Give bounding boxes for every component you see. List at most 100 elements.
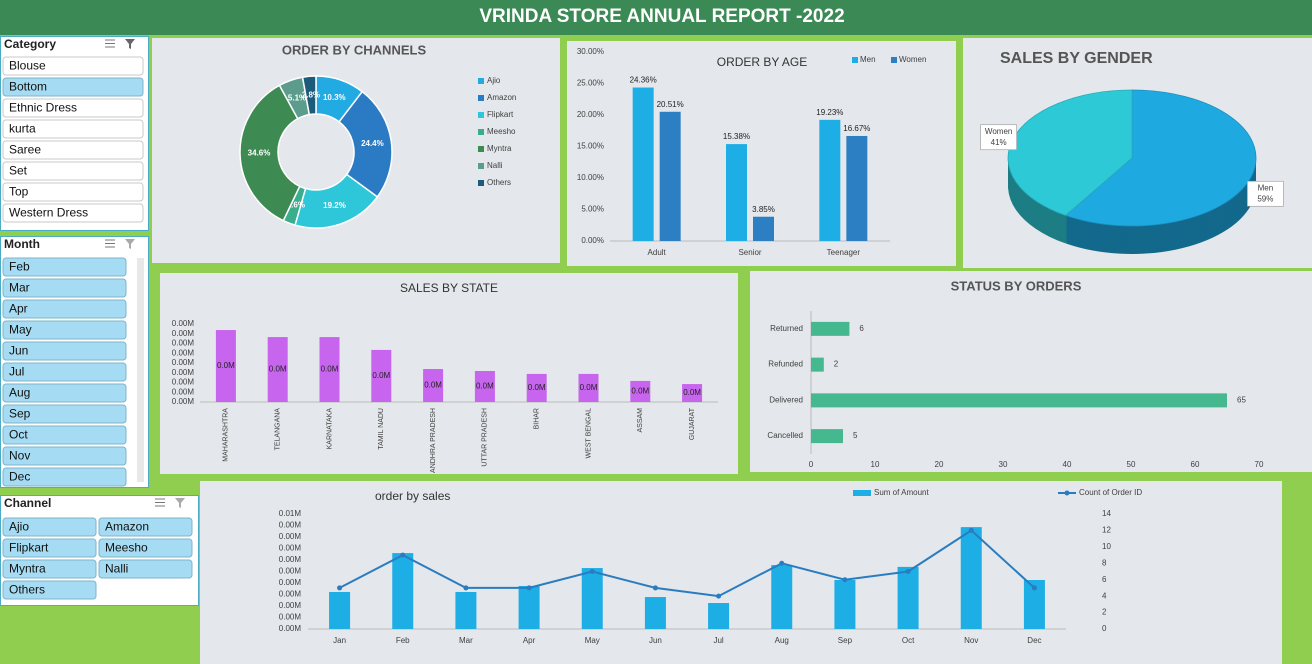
x-tick-label: 50: [1127, 460, 1136, 469]
y-tick-label: 0.01M: [279, 509, 302, 518]
clear-filter-icon[interactable]: [125, 239, 135, 249]
slicer-item[interactable]: [2, 383, 127, 403]
slicer-item[interactable]: [2, 320, 127, 340]
y-tick-label: 0.00M: [172, 368, 195, 377]
slicer-item[interactable]: [2, 257, 127, 277]
slicer-item[interactable]: [2, 362, 127, 382]
chart-title: STATUS BY ORDERS: [951, 278, 1082, 293]
slicer-item-label[interactable]: Nalli: [105, 562, 128, 576]
data-label: 0.0M: [269, 365, 287, 374]
legend-swatch: [478, 112, 484, 118]
slicer-item-label[interactable]: Amazon: [105, 520, 149, 534]
y-tick-label: 0.00%: [581, 236, 604, 245]
x-tick-label: MAHARASHTRA: [223, 408, 230, 462]
slicer-item-label[interactable]: Apr: [9, 302, 28, 316]
slicer-item[interactable]: [2, 119, 144, 139]
line-marker: [779, 560, 785, 566]
slicer-item[interactable]: [2, 559, 97, 579]
slicer-item-label[interactable]: Myntra: [9, 562, 46, 576]
legend-label: Nalli: [487, 161, 503, 170]
slicer-item-label[interactable]: Mar: [9, 281, 30, 295]
slicer-item-label[interactable]: kurta: [9, 122, 36, 136]
legend-swatch: [891, 57, 897, 63]
clear-filter-icon[interactable]: [125, 39, 135, 49]
bar: [753, 216, 774, 241]
x-tick-label: Aug: [775, 636, 789, 645]
slicer-item-label[interactable]: Western Dress: [9, 206, 88, 220]
chart-panel: [200, 481, 1282, 664]
slicer-item[interactable]: [2, 341, 127, 361]
clear-filter-icon[interactable]: [175, 498, 185, 508]
slicer-item-label[interactable]: Flipkart: [9, 541, 49, 555]
y-tick-label: 0.00M: [172, 339, 195, 348]
slicer-item-label[interactable]: May: [9, 323, 32, 337]
slicer-item-label[interactable]: Top: [9, 185, 29, 199]
line-marker: [652, 585, 658, 591]
slicer-item-label[interactable]: Saree: [9, 143, 41, 157]
slicer-item-label[interactable]: Others: [9, 583, 45, 597]
slicer-item-label[interactable]: Oct: [9, 428, 28, 442]
slicer-item-label[interactable]: Sep: [9, 407, 31, 421]
y-tick-label: Delivered: [769, 395, 803, 404]
bar: [811, 357, 824, 372]
slicer-item-label[interactable]: Bottom: [9, 80, 47, 94]
slicer-item[interactable]: [98, 517, 193, 537]
slicer-item[interactable]: [2, 580, 97, 600]
data-label: 6: [859, 324, 864, 333]
slicer-item-label[interactable]: Dec: [9, 470, 30, 484]
x-tick-label: 20: [935, 460, 944, 469]
y-tick-label: 0.00M: [279, 532, 302, 541]
slicer-item[interactable]: [2, 467, 127, 487]
y-tick-label: 0.00M: [172, 319, 195, 328]
line-marker: [337, 585, 343, 591]
slicer-scrollbar: [137, 258, 144, 482]
slicer-item-label[interactable]: Nov: [9, 449, 30, 463]
slicer-item[interactable]: [2, 425, 127, 445]
slicer-item[interactable]: [2, 161, 144, 181]
chart-title: SALES BY GENDER: [1000, 50, 1153, 67]
y2-tick-label: 2: [1102, 608, 1107, 617]
slicer-item[interactable]: [98, 538, 193, 558]
slicer-item[interactable]: [2, 517, 97, 537]
legend-swatch: [478, 146, 484, 152]
slicer-item-label[interactable]: Meesho: [105, 541, 148, 555]
slicer-item[interactable]: [2, 446, 127, 466]
slicer-title: Channel: [4, 496, 51, 510]
callout-box: [980, 124, 1017, 151]
slicer-item-label[interactable]: Ajio: [9, 520, 29, 534]
slicer-item-label[interactable]: Jul: [9, 365, 24, 379]
data-label: 65: [1237, 395, 1246, 404]
slicer-item[interactable]: [2, 56, 144, 76]
slicer-item-label[interactable]: Feb: [9, 260, 30, 274]
slicer-item-label[interactable]: Aug: [9, 386, 30, 400]
slicer-item[interactable]: [98, 559, 193, 579]
bar: [834, 580, 856, 629]
data-label: 10.3%: [323, 93, 346, 102]
slicer-item[interactable]: [2, 77, 144, 97]
y2-tick-label: 0: [1102, 624, 1107, 633]
slicer-item[interactable]: [2, 299, 127, 319]
slicer-item-label[interactable]: Ethnic Dress: [9, 101, 77, 115]
legend-swatch: [478, 95, 484, 101]
slicer-item[interactable]: [2, 538, 97, 558]
slicer-item-label[interactable]: Jun: [9, 344, 28, 358]
x-tick-label: WEST BENGAL: [585, 408, 592, 459]
x-tick-label: Dec: [1027, 636, 1041, 645]
slicer-item[interactable]: [2, 140, 144, 160]
slicer-item[interactable]: [2, 182, 144, 202]
slicer-item[interactable]: [2, 98, 144, 118]
legend-swatch: [478, 163, 484, 169]
slicer-item[interactable]: [2, 278, 127, 298]
bar: [632, 87, 654, 241]
y-tick-label: 30.00%: [577, 47, 604, 56]
data-label: 2.6%: [287, 200, 305, 209]
slicer-item-label[interactable]: Blouse: [9, 59, 46, 73]
slicer-item[interactable]: [2, 203, 144, 223]
slicer-item-label[interactable]: Set: [9, 164, 28, 178]
callout-value: 59%: [1257, 194, 1273, 203]
bar: [423, 369, 444, 402]
y-tick-label: 20.00%: [577, 110, 604, 119]
chart-panel: [160, 273, 738, 474]
slicer-item[interactable]: [2, 404, 127, 424]
line: [339, 529, 1036, 598]
